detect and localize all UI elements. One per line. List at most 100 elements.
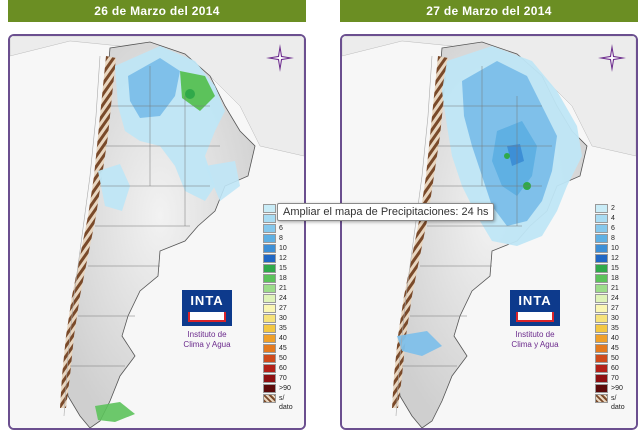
legend-label: 6: [279, 225, 283, 232]
legend-label: 8: [279, 235, 283, 242]
legend-swatch: [263, 374, 276, 383]
legend-swatch: [595, 344, 608, 353]
no-data-strip: [392, 56, 448, 408]
legend-label: 35: [279, 325, 287, 332]
legend-label: 12: [611, 255, 619, 262]
legend-swatch: [263, 364, 276, 373]
legend-swatch: [595, 284, 608, 293]
legend-item: 45: [595, 344, 629, 354]
legend-item: 27: [595, 304, 629, 314]
legend-label: 18: [279, 275, 287, 282]
legend-item: 8: [595, 234, 629, 244]
legend-label: 40: [279, 335, 287, 342]
legend-swatch: [595, 264, 608, 273]
legend-label: 30: [611, 315, 619, 322]
legend-label: 60: [279, 365, 287, 372]
legend-item: 12: [595, 254, 629, 264]
legend-item: 15: [595, 264, 629, 274]
legend-item: 10: [263, 244, 297, 254]
legend-swatch: [263, 294, 276, 303]
map-panel-march-26: 26 de Marzo del 2014: [8, 0, 306, 435]
legend-label: 24: [279, 295, 287, 302]
legend-item: 18: [263, 274, 297, 284]
legend-label: 45: [279, 345, 287, 352]
legend-swatch: [595, 394, 608, 403]
caption-line1: Instituto de: [515, 330, 555, 339]
legend-swatch: [263, 354, 276, 363]
caption-line2: Clima y Agua: [511, 340, 559, 349]
legend-swatch: [595, 334, 608, 343]
legend-label: 4: [611, 215, 615, 222]
legend-label: 70: [279, 375, 287, 382]
legend-item: 70: [263, 374, 297, 384]
compass-rose-icon: [266, 44, 294, 72]
legend-swatch: [263, 214, 276, 223]
inta-caption: Instituto de Clima y Agua: [167, 330, 247, 350]
rain-area-mid: [128, 58, 180, 118]
no-data-strip: [60, 56, 116, 408]
legend-label: 15: [611, 265, 619, 272]
legend-item: 50: [595, 354, 629, 364]
legend-item: 12: [263, 254, 297, 264]
legend-item: 45: [263, 344, 297, 354]
panel-title: 26 de Marzo del 2014: [8, 0, 306, 22]
legend-swatch: [263, 334, 276, 343]
legend-item: 60: [595, 364, 629, 374]
map-tooltip: Ampliar el mapa de Precipitaciones: 24 h…: [277, 203, 495, 221]
legend-label: 70: [611, 375, 619, 382]
legend-swatch: [595, 274, 608, 283]
legend-item: 2: [595, 204, 629, 214]
caption-line1: Instituto de: [187, 330, 227, 339]
legend-swatch: [595, 244, 608, 253]
legend-swatch: [595, 304, 608, 313]
legend-label: >90: [279, 385, 291, 392]
legend-swatch: [595, 254, 608, 263]
legend-swatch: [263, 304, 276, 313]
legend-swatch: [263, 254, 276, 263]
inta-caption: Instituto de Clima y Agua: [495, 330, 575, 350]
legend-swatch: [595, 234, 608, 243]
legend-item: 27: [263, 304, 297, 314]
legend-item: 21: [263, 284, 297, 294]
legend-item: 24: [263, 294, 297, 304]
legend-swatch: [595, 324, 608, 333]
legend-item: s/ dato: [595, 394, 629, 411]
legend-label: 2: [611, 205, 615, 212]
legend-label: 24: [611, 295, 619, 302]
legend-label: 10: [611, 245, 619, 252]
legend-swatch: [263, 204, 276, 213]
legend-item: 8: [263, 234, 297, 244]
legend-item: 15: [263, 264, 297, 274]
legend-label: 6: [611, 225, 615, 232]
legend-label: 40: [611, 335, 619, 342]
legend-item: 6: [263, 224, 297, 234]
compass-rose-icon: [598, 44, 626, 72]
legend-label: 50: [279, 355, 287, 362]
legend-label: 15: [279, 265, 287, 272]
legend-swatch: [595, 354, 608, 363]
rain-area-green: [180, 71, 215, 111]
legend-swatch: [595, 314, 608, 323]
legend-item: 40: [595, 334, 629, 344]
legend-label: s/ dato: [611, 395, 625, 411]
legend-label: >90: [611, 385, 623, 392]
inta-logo: INTA: [182, 290, 232, 326]
legend-swatch: [263, 314, 276, 323]
legend-label: 60: [611, 365, 619, 372]
legend-item: 35: [595, 324, 629, 334]
legend-item: 10: [595, 244, 629, 254]
legend-item: >90: [263, 384, 297, 394]
legend-label: 8: [611, 235, 615, 242]
legend-item: 50: [263, 354, 297, 364]
legend-swatch: [595, 364, 608, 373]
inta-logo: INTA: [510, 290, 560, 326]
legend-swatch: [263, 344, 276, 353]
legend-swatch: [263, 264, 276, 273]
legend-swatch: [595, 384, 608, 393]
legend-swatch: [263, 284, 276, 293]
argentina-map-svg: [10, 36, 304, 428]
legend-label: 27: [279, 305, 287, 312]
